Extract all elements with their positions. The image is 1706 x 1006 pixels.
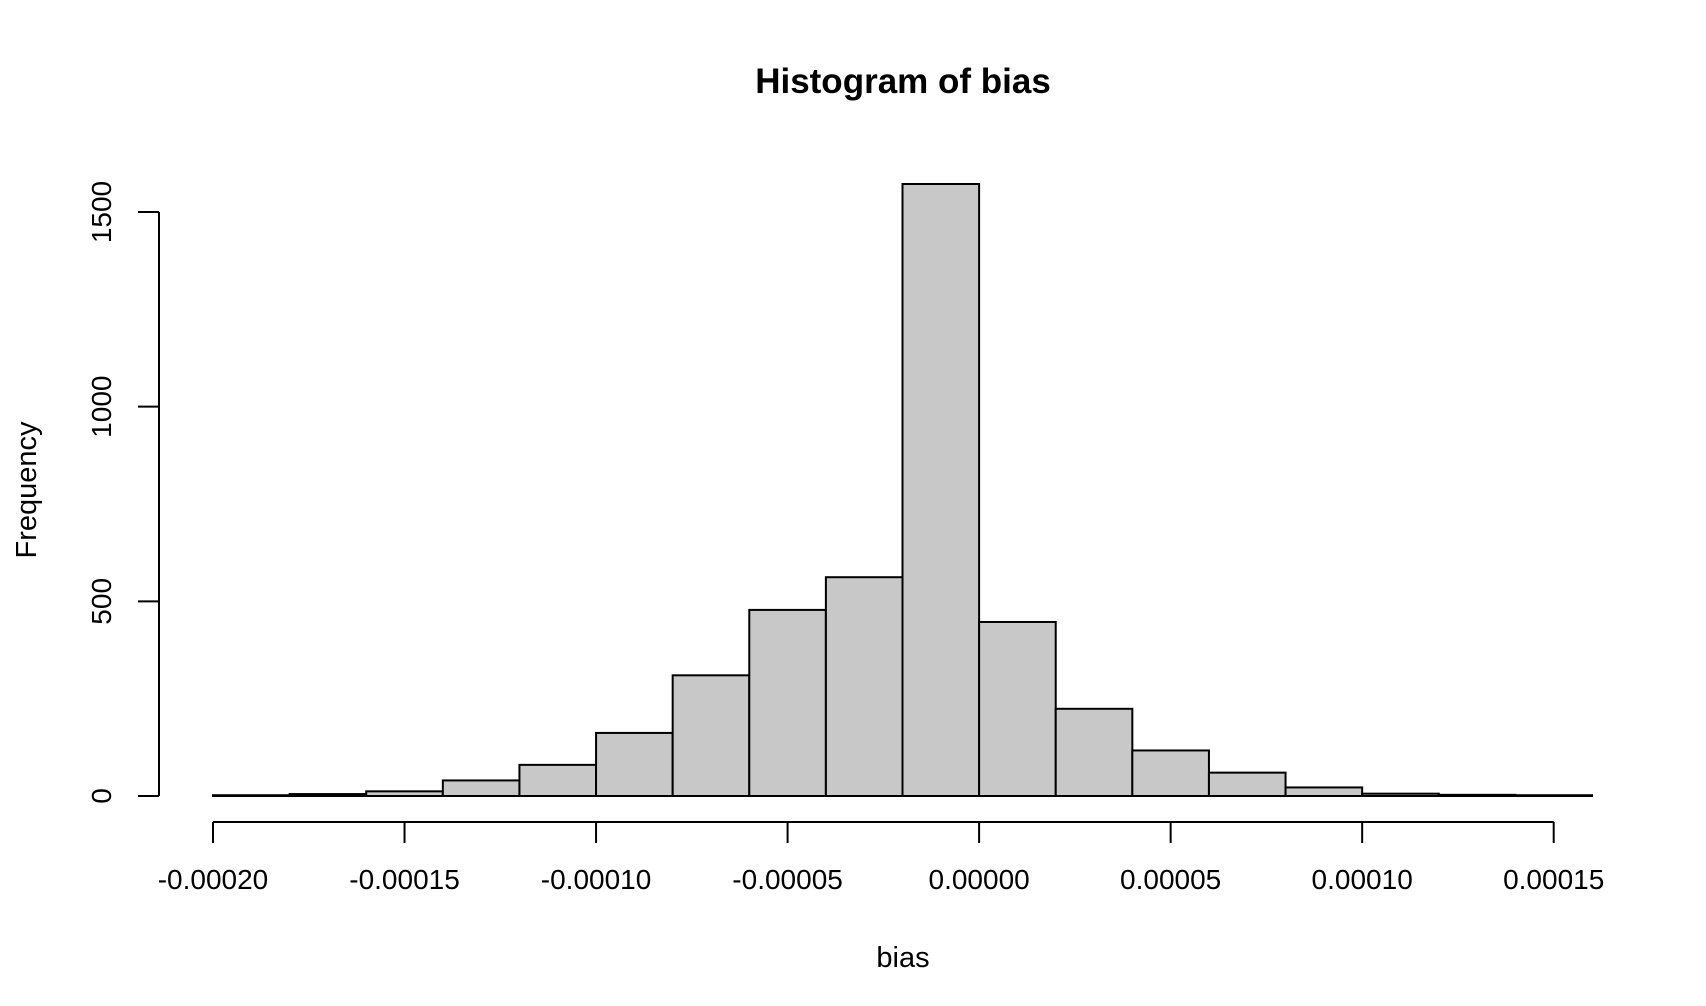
histogram-bar	[518, 763, 598, 798]
histogram-bar	[748, 608, 827, 797]
histogram-bar	[1437, 793, 1517, 797]
x-tick-label: -0.00015	[349, 864, 460, 895]
histogram-bar	[212, 794, 291, 798]
x-tick-label: 0.00005	[1120, 864, 1221, 895]
histogram-bar	[441, 779, 521, 798]
y-tick-label: 0	[86, 788, 117, 804]
y-tick-label: 500	[86, 578, 117, 625]
histogram-bar	[671, 674, 751, 798]
histogram-bar	[1131, 749, 1210, 797]
bars-group	[212, 183, 1594, 798]
x-tick-label: 0.00010	[1312, 864, 1413, 895]
chart-title: Histogram of bias	[755, 62, 1051, 101]
y-axis-label: Frequency	[11, 421, 43, 559]
histogram-bar	[824, 576, 904, 798]
y-axis: 0 500 1000 1500	[86, 181, 160, 804]
histogram-bar	[595, 731, 674, 797]
histogram-bar	[901, 183, 981, 797]
x-axis: -0.00020 -0.00015 -0.00010 -0.00005 0.00000 0…	[158, 821, 1604, 895]
x-tick-label: -0.00010	[541, 864, 652, 895]
x-tick-label: 0.00015	[1503, 864, 1604, 895]
histogram-bar	[1284, 786, 1364, 798]
y-tick-label: 1500	[86, 181, 117, 243]
y-tick-label: 1000	[86, 376, 117, 438]
histogram-bar	[288, 793, 368, 797]
x-tick-label: 0.00000	[929, 864, 1030, 895]
x-axis-label: bias	[876, 942, 929, 974]
histogram-bar	[1207, 771, 1287, 798]
histogram-bar	[1514, 794, 1594, 798]
histogram-bar	[365, 790, 444, 798]
histogram-bar	[1054, 707, 1134, 797]
histogram-bar	[1361, 792, 1440, 798]
x-tick-label: -0.00020	[158, 864, 269, 895]
x-tick-label: -0.00005	[732, 864, 843, 895]
histogram-bar	[978, 620, 1057, 798]
